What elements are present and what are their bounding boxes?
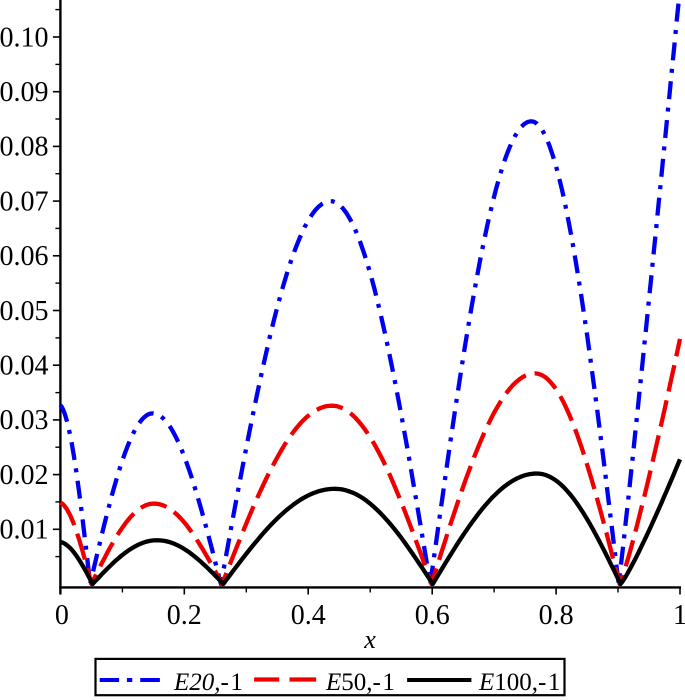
svg-text:E20,-1: E20,-1 [173, 669, 243, 696]
svg-text:x: x [363, 625, 376, 654]
svg-text:0.04: 0.04 [0, 351, 49, 382]
svg-text:E100,-1: E100,-1 [478, 669, 560, 696]
svg-text:0.09: 0.09 [0, 77, 49, 108]
svg-text:0.02: 0.02 [0, 460, 49, 491]
svg-text:0.2: 0.2 [167, 600, 202, 631]
svg-text:0.10: 0.10 [0, 22, 49, 53]
svg-text:0.07: 0.07 [0, 186, 49, 217]
svg-text:0.06: 0.06 [0, 241, 49, 272]
svg-text:0.01: 0.01 [0, 515, 49, 546]
svg-text:1: 1 [673, 600, 685, 631]
svg-text:0: 0 [55, 600, 69, 631]
svg-text:0.03: 0.03 [0, 405, 49, 436]
svg-text:0.05: 0.05 [0, 296, 49, 327]
svg-text:0.08: 0.08 [0, 132, 49, 163]
svg-text:0.8: 0.8 [539, 600, 574, 631]
svg-text:E50,-1: E50,-1 [325, 669, 395, 696]
svg-text:0.4: 0.4 [291, 600, 326, 631]
svg-text:0.6: 0.6 [415, 600, 450, 631]
